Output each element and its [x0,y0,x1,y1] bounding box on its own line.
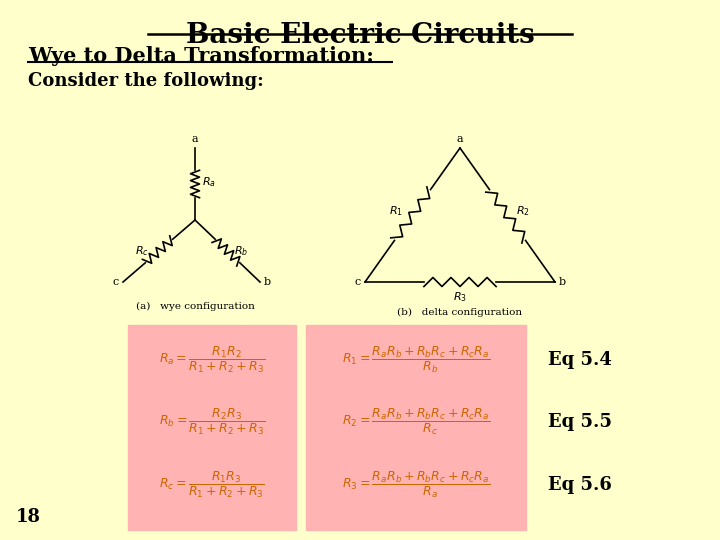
Text: $R_1$: $R_1$ [389,204,402,218]
Text: (a)   wye configuration: (a) wye configuration [135,302,254,311]
Text: $R_1 = \dfrac{R_a R_b + R_b R_c + R_c R_a}{R_b}$: $R_1 = \dfrac{R_a R_b + R_b R_c + R_c R_… [342,345,490,375]
Text: $R_b = \dfrac{R_2 R_3}{R_1 + R_2 + R_3}$: $R_b = \dfrac{R_2 R_3}{R_1 + R_2 + R_3}$ [159,407,265,437]
Text: $R_2 = \dfrac{R_a R_b + R_b R_c + R_c R_a}{R_c}$: $R_2 = \dfrac{R_a R_b + R_b R_c + R_c R_… [342,407,490,437]
Text: b: b [264,277,271,287]
Text: a: a [192,134,198,144]
Text: Basic Electric Circuits: Basic Electric Circuits [186,22,534,49]
Text: $R_b$: $R_b$ [233,244,248,258]
Text: Eq 5.6: Eq 5.6 [548,476,612,494]
Text: $R_2$: $R_2$ [516,204,529,218]
FancyBboxPatch shape [306,325,526,530]
Text: (b)   delta configuration: (b) delta configuration [397,308,523,317]
Text: $R_a$: $R_a$ [202,175,216,189]
Text: c: c [113,277,119,287]
Text: a: a [456,134,463,144]
Text: Eq 5.5: Eq 5.5 [548,413,612,431]
Text: Eq 5.4: Eq 5.4 [548,351,612,369]
Text: c: c [355,277,361,287]
Text: 18: 18 [16,508,41,526]
Text: $R_3 = \dfrac{R_a R_b + R_b R_c + R_c R_a}{R_a}$: $R_3 = \dfrac{R_a R_b + R_b R_c + R_c R_… [342,470,490,500]
Text: Wye to Delta Transformation:: Wye to Delta Transformation: [28,46,374,66]
FancyBboxPatch shape [128,325,296,530]
Text: $R_c$: $R_c$ [135,244,149,258]
Text: b: b [559,277,566,287]
Text: $R_c = \dfrac{R_1 R_3}{R_1 + R_2 + R_3}$: $R_c = \dfrac{R_1 R_3}{R_1 + R_2 + R_3}$ [159,470,265,500]
Text: Consider the following:: Consider the following: [28,72,264,90]
Text: $R_3$: $R_3$ [453,290,467,304]
Text: $R_a = \dfrac{R_1 R_2}{R_1 + R_2 + R_3}$: $R_a = \dfrac{R_1 R_2}{R_1 + R_2 + R_3}$ [159,345,265,375]
